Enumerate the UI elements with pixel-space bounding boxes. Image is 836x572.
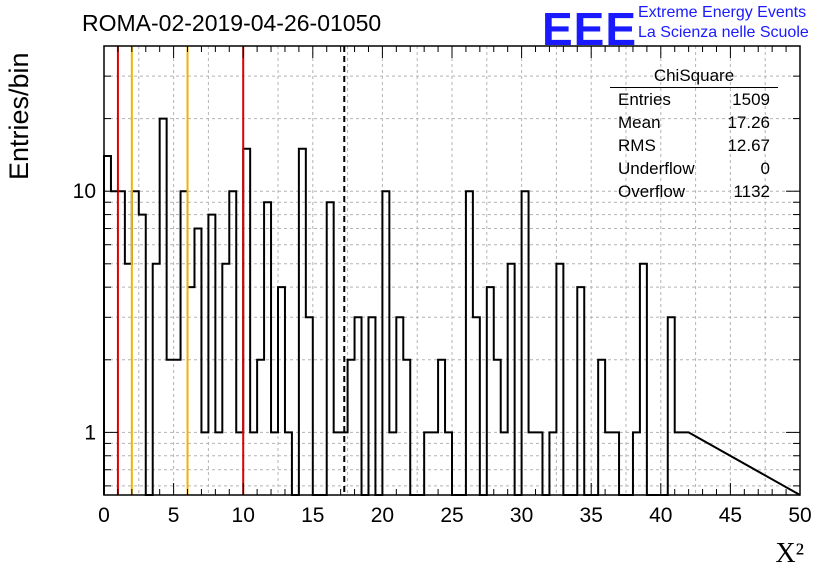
x-tick-label: 50 xyxy=(788,504,811,527)
x-axis-label: X² xyxy=(775,538,804,569)
stats-row-rms: RMS 12.67 xyxy=(610,134,778,157)
stats-box: ChiSquare Entries 1509 Mean 17.26 RMS 12… xyxy=(610,66,778,203)
x-tick-label: 30 xyxy=(510,504,533,527)
x-tick-label: 15 xyxy=(301,504,324,527)
y-tick-label: 1 xyxy=(84,421,96,444)
x-tick-label: 25 xyxy=(440,504,463,527)
stats-row-overflow: Overflow 1132 xyxy=(610,180,778,203)
stats-label: Underflow xyxy=(618,159,695,178)
logo-subtitle-line1: Extreme Energy Events xyxy=(638,4,807,21)
stats-label: RMS xyxy=(618,136,656,155)
stats-value: 12.67 xyxy=(727,136,770,155)
x-tick-label: 5 xyxy=(168,504,180,527)
x-tick-label: 10 xyxy=(232,504,255,527)
stats-label: Mean xyxy=(618,113,661,132)
stats-value: 0 xyxy=(760,159,770,178)
x-tick-label: 0 xyxy=(98,504,110,527)
stats-label: Entries xyxy=(618,90,671,109)
stats-value: 1509 xyxy=(732,90,770,109)
stats-title: ChiSquare xyxy=(610,66,778,88)
stats-value: 1132 xyxy=(733,182,770,201)
stats-value: 17.26 xyxy=(727,113,770,132)
x-tick-label: 20 xyxy=(371,504,394,527)
y-tick-label: 10 xyxy=(73,180,96,203)
histogram-series xyxy=(103,117,801,496)
stats-row-mean: Mean 17.26 xyxy=(610,111,778,134)
stats-label: Overflow xyxy=(618,182,686,201)
x-tick-label: 35 xyxy=(580,504,603,527)
chart-title: ROMA-02-2019-04-26-01050 xyxy=(82,10,382,36)
stats-row-underflow: Underflow 0 xyxy=(610,157,778,180)
eee-logo: EEE xyxy=(542,3,638,55)
y-axis-label: Entries/bin xyxy=(4,52,34,180)
stats-row-entries: Entries 1509 xyxy=(610,88,778,111)
x-tick-label: 45 xyxy=(719,504,742,527)
logo-subtitle-line2: La Scienza nelle Scuole xyxy=(638,24,809,41)
x-tick-label: 40 xyxy=(649,504,672,527)
